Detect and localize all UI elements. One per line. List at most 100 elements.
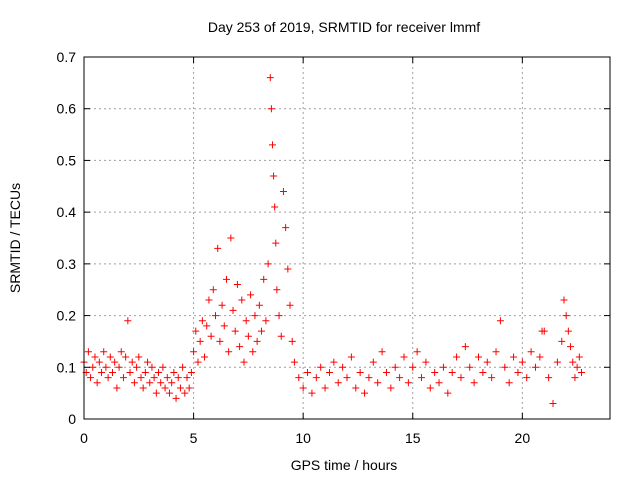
data-point: [295, 374, 303, 382]
data-point: [251, 312, 259, 320]
data-point: [413, 348, 421, 356]
data-point: [111, 358, 119, 366]
data-point: [448, 368, 456, 376]
data-point: [514, 368, 522, 376]
data-point: [510, 353, 518, 361]
data-point: [225, 348, 233, 356]
data-point: [453, 353, 461, 361]
data-point: [163, 374, 171, 382]
data-point: [545, 374, 553, 382]
data-point: [205, 296, 213, 304]
data-point: [93, 379, 101, 387]
ticks-layer: 0 0.1 0.2 0.3 0.4 0.5 0.6 0.7 0 5 10 15 20: [57, 49, 610, 446]
data-point: [135, 353, 143, 361]
data-point: [325, 368, 333, 376]
data-point: [218, 301, 226, 309]
data-point: [567, 343, 575, 351]
data-point: [209, 286, 217, 294]
y-tick-label: 0.5: [57, 152, 77, 168]
data-point: [231, 327, 239, 335]
data-point: [185, 384, 193, 392]
data-point: [102, 363, 110, 371]
data-point: [100, 348, 108, 356]
data-point: [130, 379, 138, 387]
data-point: [560, 296, 568, 304]
chart-title: Day 253 of 2019, SRMTID for receiver lmm…: [208, 19, 480, 35]
data-point: [266, 74, 274, 82]
x-tick-label: 20: [515, 430, 531, 446]
data-point: [369, 358, 377, 366]
y-axis-label: SRMTID / TECUs: [7, 183, 23, 293]
data-point: [262, 317, 270, 325]
data-point: [176, 384, 184, 392]
data-point: [275, 312, 283, 320]
data-point: [229, 306, 237, 314]
data-point: [238, 296, 246, 304]
data-point: [84, 348, 92, 356]
data-point: [488, 374, 496, 382]
data-point: [115, 363, 123, 371]
data-point: [492, 348, 500, 356]
data-point: [578, 368, 586, 376]
data-point: [172, 394, 180, 402]
data-point: [444, 389, 452, 397]
data-point: [457, 374, 465, 382]
data-point: [435, 379, 443, 387]
data-point: [299, 384, 307, 392]
data-point: [352, 384, 360, 392]
data-point: [466, 363, 474, 371]
data-point: [137, 374, 145, 382]
data-point: [174, 374, 182, 382]
data-point: [268, 141, 276, 149]
data-point: [396, 374, 404, 382]
data-point: [126, 368, 134, 376]
data-point: [264, 260, 272, 268]
data-point: [183, 374, 191, 382]
data-point: [91, 353, 99, 361]
data-point: [365, 374, 373, 382]
data-point: [260, 275, 268, 283]
data-point: [564, 327, 572, 335]
data-point: [165, 389, 173, 397]
y-tick-label: 0.6: [57, 101, 77, 117]
data-point: [271, 203, 279, 211]
x-tick-label: 15: [405, 430, 421, 446]
data-point: [575, 353, 583, 361]
y-tick-label: 0.7: [57, 49, 77, 65]
data-point: [247, 291, 255, 299]
data-point: [286, 301, 294, 309]
data-point: [258, 327, 266, 335]
data-point: [312, 374, 320, 382]
data-point: [273, 286, 281, 294]
data-point: [284, 265, 292, 273]
data-point: [192, 327, 200, 335]
data-point: [290, 358, 298, 366]
y-tick-label: 0.1: [57, 359, 77, 375]
data-point: [361, 389, 369, 397]
data-point: [194, 358, 202, 366]
data-point: [117, 348, 125, 356]
data-point: [222, 275, 230, 283]
data-point: [152, 389, 160, 397]
data-point: [187, 368, 195, 376]
data-point: [461, 343, 469, 351]
data-point: [573, 363, 581, 371]
data-point: [540, 327, 548, 335]
data-point: [569, 358, 577, 366]
data-point: [196, 337, 204, 345]
y-tick-label: 0.4: [57, 204, 77, 220]
data-point: [378, 348, 386, 356]
data-point: [122, 353, 130, 361]
data-point: [308, 389, 316, 397]
data-point: [272, 239, 280, 247]
x-tick-label: 0: [80, 430, 88, 446]
data-point: [198, 317, 206, 325]
data-point: [190, 348, 198, 356]
data-point: [141, 368, 149, 376]
data-point: [387, 384, 395, 392]
data-point: [119, 374, 127, 382]
data-point: [203, 322, 211, 330]
plot-frame: [83, 56, 611, 420]
x-tick-label: 5: [190, 430, 198, 446]
